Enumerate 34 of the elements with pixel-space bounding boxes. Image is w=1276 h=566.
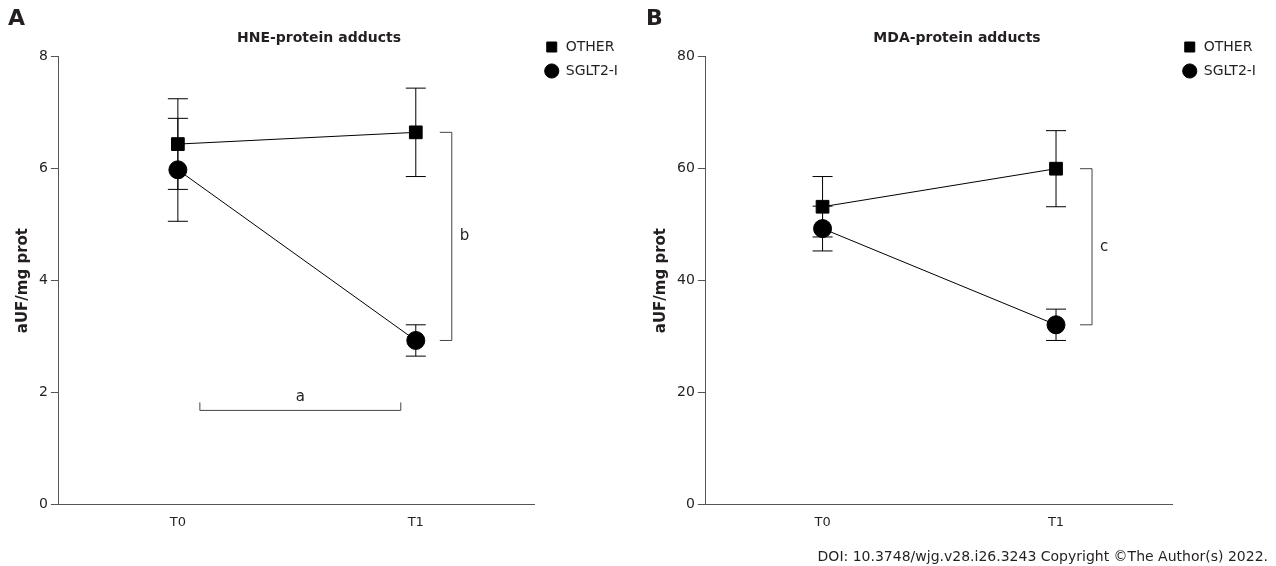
point — [171, 137, 185, 151]
legend-label: SGLT2-I — [1203, 61, 1256, 78]
x-tick-label: T0 — [168, 513, 186, 529]
y-tick-label: 2 — [38, 383, 48, 400]
y-tick-label: 80 — [676, 47, 695, 64]
text: DOI: 10.3748/wjg.v28.i26.3243 Copyright ©The Author(s) 2022. — [817, 547, 1268, 564]
point — [1049, 161, 1063, 176]
y-axis-title: aUF/mg prot — [650, 227, 669, 334]
y-tick-label: 0 — [685, 495, 695, 512]
text: B — [646, 4, 663, 30]
x-tick-label: T0 — [813, 513, 831, 529]
point — [408, 125, 423, 140]
y-tick-label: 20 — [676, 383, 695, 400]
annotation: b — [459, 226, 470, 245]
y-tick-label: 4 — [38, 271, 48, 288]
legend-label: SGLT2-I — [565, 61, 618, 78]
legend-label: OTHER — [1203, 37, 1253, 54]
legend-label: OTHER — [565, 37, 615, 54]
chart-title: MDA-protein adducts — [873, 29, 1041, 46]
annotation: c — [1100, 236, 1109, 255]
y-tick-label: 8 — [38, 47, 48, 64]
point — [813, 219, 833, 239]
y-axis-title: aUF/mg prot — [12, 227, 31, 334]
x-tick-label: T1 — [1046, 513, 1065, 529]
y-tick-label: 6 — [38, 159, 48, 176]
text: A — [8, 4, 26, 30]
annotation: a — [295, 386, 305, 405]
y-tick-label: 60 — [676, 159, 695, 176]
point — [406, 330, 426, 350]
y-tick-label: 40 — [676, 271, 695, 288]
x-tick-label: T1 — [406, 513, 424, 529]
point — [815, 199, 830, 214]
chart-title: HNE-protein adducts — [237, 29, 401, 46]
y-tick-label: 0 — [38, 495, 48, 512]
